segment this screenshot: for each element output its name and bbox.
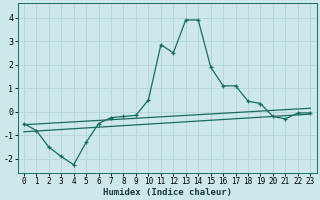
X-axis label: Humidex (Indice chaleur): Humidex (Indice chaleur) (103, 188, 232, 197)
